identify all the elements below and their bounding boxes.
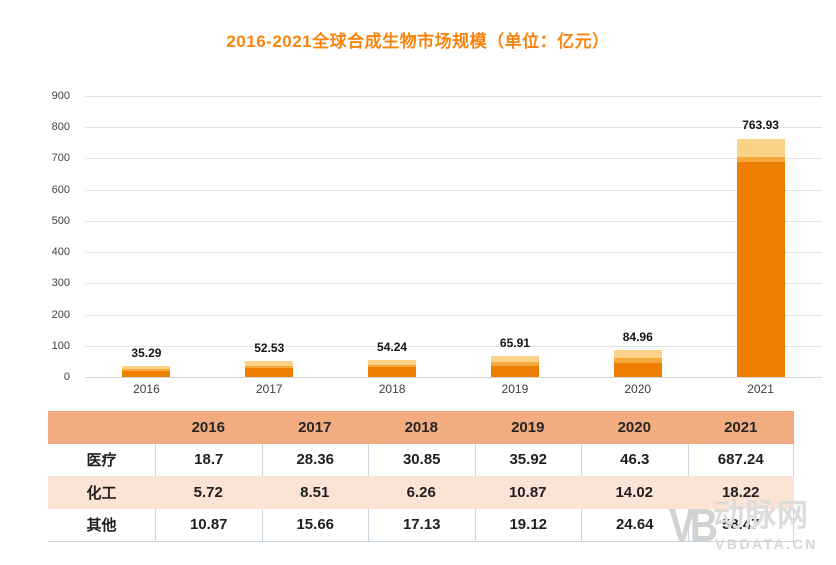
y-tick-label: 0 [63,371,70,383]
table-cell: 58.47 [687,508,794,541]
bar-segment-化工 [368,365,417,368]
bar-slot-2018: 54.24 [331,96,454,377]
bar-segment-医疗 [490,365,539,377]
gridline [85,96,822,97]
table-header-cell: 2016 [155,411,262,444]
bar-segment-化工 [122,369,171,372]
table-row-label: 医疗 [48,443,155,476]
x-axis: 2016 2017 2018 2019 2020 2021 [85,382,822,396]
bar-slot-2021: 763.93 [699,96,822,377]
gridline [85,252,822,254]
table-cell: 18.22 [687,476,794,509]
bar-segment-其他 [368,360,417,366]
x-tick-label: 2016 [133,382,160,396]
table-header-cell: 2020 [581,411,688,444]
x-tick-label: 2021 [747,382,774,396]
table-cell: 19.12 [474,508,581,541]
table-cell: 10.87 [155,508,262,541]
stacked-bar-2017 [245,360,294,377]
table-cell: 18.7 [155,443,262,476]
bar-slot-2016: 35.29 [85,96,208,377]
table-cell: 687.24 [687,443,794,476]
table-row-label: 化工 [48,476,155,509]
stacked-bar-2020 [613,350,662,377]
bar-segment-医疗 [736,162,785,377]
y-tick-label: 600 [51,183,70,196]
bar-segment-其他 [613,350,662,359]
stacked-bar-2021 [736,138,785,377]
table-cell: 10.87 [474,476,581,509]
bar-segment-医疗 [613,362,662,377]
bar-total-label: 54.24 [377,340,408,355]
x-tick-label: 2018 [378,382,406,396]
gridline [85,314,822,316]
table-cell: 30.85 [368,443,475,476]
bar-segment-其他 [245,360,294,366]
y-tick-label: 400 [51,246,70,259]
bar-segment-医疗 [368,367,417,377]
x-tick-label: 2019 [501,382,529,396]
bar-segment-其他 [736,138,785,157]
bar-segment-其他 [490,356,539,363]
bar-slot-2019: 65.91 [454,96,577,377]
bar-total-label: 84.96 [622,330,653,345]
table-header-cell: 2018 [368,411,475,444]
bar-segment-医疗 [245,368,294,377]
table-cell: 14.02 [581,476,688,509]
x-tick-label: 2017 [255,382,283,396]
gridline [85,127,822,129]
bar-total-label: 35.29 [131,345,162,360]
table-cell: 24.64 [581,508,688,541]
table-cell: 17.13 [368,508,475,541]
stacked-bar-2018 [368,360,417,377]
stacked-bar-2019 [490,356,539,377]
data-table: 2016 2017 2018 2019 2020 2021 医疗 18.7 28.36 30.85… [48,411,794,542]
bar-segment-化工 [613,358,662,363]
chart-title: 2016-2021全球合成生物市场规模（单位：亿元） [226,32,610,51]
bar-slot-2020: 84.96 [576,96,699,377]
table-row-label: 其他 [48,508,155,541]
plot-area: 35.29 52.53 54.24 65.91 84.96 763.93 [85,96,822,378]
gridline [85,377,822,378]
gridline [85,189,822,191]
y-tick-label: 300 [51,277,70,290]
table-header-cell [48,411,155,444]
table-cell: 15.66 [261,508,368,541]
gridline [85,220,822,222]
bar-segment-化工 [245,365,294,369]
table-cell: 6.26 [368,476,475,509]
y-tick-label: 900 [51,90,70,102]
x-tick-label: 2020 [624,382,652,396]
y-axis: 0 100 200 300 400 500 600 700 800 900 [34,90,78,383]
bar-total-label: 52.53 [254,340,285,355]
table-cell: 5.72 [155,476,262,509]
bar-total-label: 65.91 [499,336,530,351]
y-tick-label: 800 [51,121,70,134]
bar-slot-2017: 52.53 [208,96,331,377]
table-header-cell: 2019 [474,411,581,444]
gridline [85,283,822,285]
bar-segment-医疗 [122,371,171,377]
gridline [85,158,822,160]
gridline [85,345,822,347]
bar-segment-化工 [490,362,539,366]
y-tick-label: 500 [51,214,70,227]
bar-total-label: 763.93 [742,118,779,133]
y-tick-label: 100 [51,339,70,352]
table-header-cell: 2017 [261,411,368,444]
table-cell: 46.3 [581,443,688,476]
table-header-cell: 2021 [687,411,794,444]
bar-segment-其他 [122,366,171,370]
table-cell: 8.51 [261,476,368,509]
table-cell: 35.92 [474,443,581,476]
y-tick-label: 200 [51,308,70,321]
stacked-bar-2016 [122,366,171,377]
bar-segment-化工 [736,156,785,163]
table-cell: 28.36 [261,443,368,476]
y-tick-label: 700 [51,152,70,165]
